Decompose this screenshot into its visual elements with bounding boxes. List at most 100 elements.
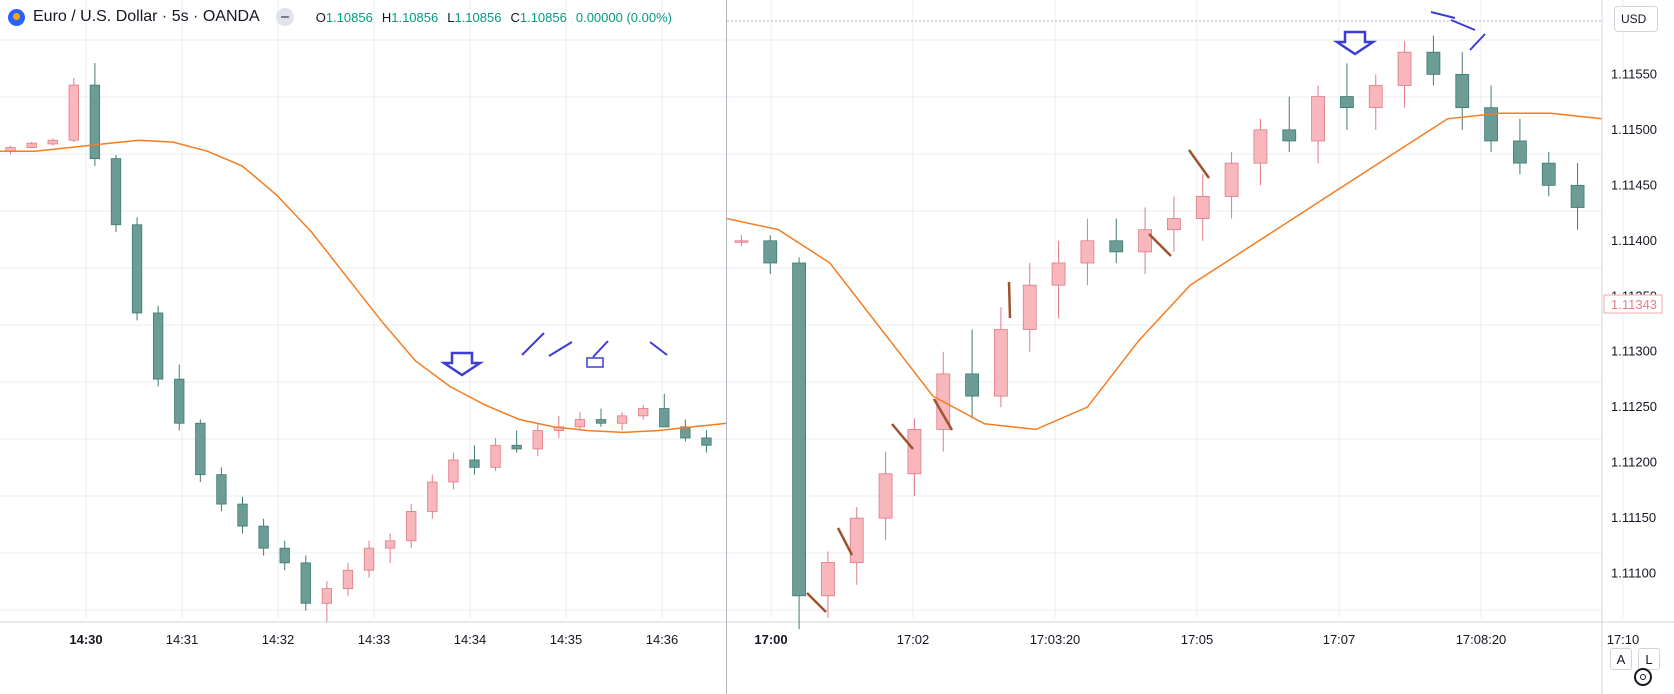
log-scale-button[interactable]: L: [1638, 648, 1660, 670]
time-tick-label: 14:30: [69, 632, 102, 647]
candle-body: [1426, 51, 1441, 75]
high-label: H: [381, 9, 392, 25]
candle-body: [907, 428, 922, 475]
ohlc-values: O1.10856 H1.10856 L1.10856 C1.10856 0.00…: [316, 10, 672, 25]
candle-body: [363, 547, 375, 571]
time-tick-label: 17:08:20: [1456, 632, 1507, 647]
candle-body: [965, 373, 979, 397]
candle-body: [734, 240, 749, 243]
trend-mark-line: [649, 341, 668, 356]
candle-body: [1455, 73, 1470, 109]
candle-body: [701, 437, 712, 446]
candle-body: [110, 158, 122, 226]
trend-mark-line-brown: [1007, 281, 1012, 319]
candle-body: [279, 547, 290, 564]
down-arrow-marker: [1332, 30, 1378, 56]
trend-mark-line: [1469, 33, 1486, 51]
candle-body: [616, 415, 628, 424]
price-tick-label: 1.11450: [1611, 177, 1657, 192]
candle-body: [1109, 240, 1124, 253]
candle-body: [994, 329, 1008, 397]
low-value: 1.10856: [454, 9, 502, 25]
currency-selector[interactable]: USD: [1614, 6, 1658, 32]
trend-mark-line-brown: [836, 527, 854, 556]
candle-body: [300, 562, 311, 604]
candle-body: [68, 84, 79, 141]
price-tick-label: 1.11250: [1611, 399, 1657, 414]
price-tick-label: 1.11200: [1611, 455, 1657, 470]
candle-body: [216, 474, 227, 505]
candle-body: [174, 378, 185, 424]
price-tick-label: 1.11300: [1611, 344, 1657, 359]
time-tick-label: 14:36: [646, 632, 679, 647]
trend-mark-line-brown: [891, 423, 914, 450]
trend-mark-line-brown: [1187, 149, 1211, 179]
candle-body: [342, 569, 354, 589]
candle-body: [384, 540, 396, 549]
current-price-box: [1603, 294, 1663, 314]
moving-average-line: [727, 112, 1603, 431]
candle-body: [1513, 140, 1527, 164]
candle-body: [26, 142, 37, 149]
trend-mark-line: [521, 332, 545, 356]
candle-body: [763, 240, 778, 264]
right-chart-svg[interactable]: 17:00 17:02 17:03:20 17:05 17:07 17:08:20 17:1…: [727, 0, 1674, 694]
trend-mark-line: [548, 341, 573, 357]
candle-body: [469, 459, 480, 468]
candle-body: [321, 588, 333, 604]
panel-divider[interactable]: [726, 0, 727, 694]
settings-gear-icon[interactable]: [1634, 668, 1652, 686]
candle-body: [131, 224, 143, 314]
candle-body: [1282, 129, 1297, 142]
candle-body: [595, 419, 607, 424]
candle-body: [47, 139, 58, 145]
trend-mark-line-brown: [806, 592, 827, 613]
candle-body: [1368, 85, 1383, 109]
time-tick-label: 14:31: [166, 632, 199, 647]
open-label: O: [315, 9, 326, 25]
collapse-legend-button[interactable]: [275, 8, 294, 26]
candle-body: [1541, 162, 1556, 186]
trend-mark-line: [592, 340, 609, 358]
current-price-label: 1.11343: [1611, 297, 1657, 312]
symbol-title[interactable]: Euro / U.S. Dollar · 5s · OANDA: [33, 8, 260, 25]
candle-body: [89, 84, 101, 160]
candle-body: [1224, 162, 1239, 197]
price-tick-label: 1.11400: [1611, 233, 1657, 248]
candle-body: [1311, 96, 1325, 142]
candle-body: [237, 503, 248, 527]
candle-body: [659, 408, 670, 428]
left-chart-panel[interactable]: 14:30 14:31 14:32 14:33 14:34 14:35 14:36 Euro…: [0, 0, 727, 694]
candle-body: [1022, 284, 1037, 330]
candle-body: [1253, 129, 1268, 164]
candle-body: [1397, 51, 1412, 86]
candle-body: [427, 481, 438, 512]
candle-body: [153, 312, 164, 380]
right-chart-panel[interactable]: 17:00 17:02 17:03:20 17:05 17:07 17:08:20 17:1…: [727, 0, 1674, 694]
candle-body: [878, 473, 893, 519]
time-tick-label: 14:32: [262, 632, 295, 647]
candle-body: [195, 422, 206, 476]
price-tick-label: 1.11100: [1611, 566, 1656, 581]
left-chart-svg[interactable]: 14:30 14:31 14:32 14:33 14:34 14:35 14:36: [0, 0, 727, 694]
auto-scale-button[interactable]: A: [1610, 648, 1632, 670]
time-tick-label: 17:07: [1323, 632, 1356, 647]
candle-body: [821, 562, 835, 597]
candle-body: [638, 408, 649, 417]
time-tick-label: 17:00: [754, 632, 787, 647]
candle-body: [511, 444, 522, 450]
time-tick-label: 14:34: [454, 632, 487, 647]
symbol-legend: Euro / U.S. Dollar · 5s · OANDA O1.10856…: [8, 8, 672, 26]
trend-mark-line: [1450, 19, 1476, 31]
time-tick-label: 17:03:20: [1030, 632, 1081, 647]
candle-body: [849, 517, 864, 563]
candle-body: [258, 525, 269, 549]
candle-body: [1051, 262, 1066, 286]
time-tick-label: 17:02: [897, 632, 930, 647]
symbol-icon: [8, 8, 25, 26]
highlight-box-marker: [586, 357, 604, 368]
candle-body: [1570, 184, 1585, 208]
open-value: 1.10856: [325, 9, 373, 25]
close-value: 1.10856: [519, 9, 567, 25]
change-value: 0.00000 (0.00%): [575, 9, 672, 25]
